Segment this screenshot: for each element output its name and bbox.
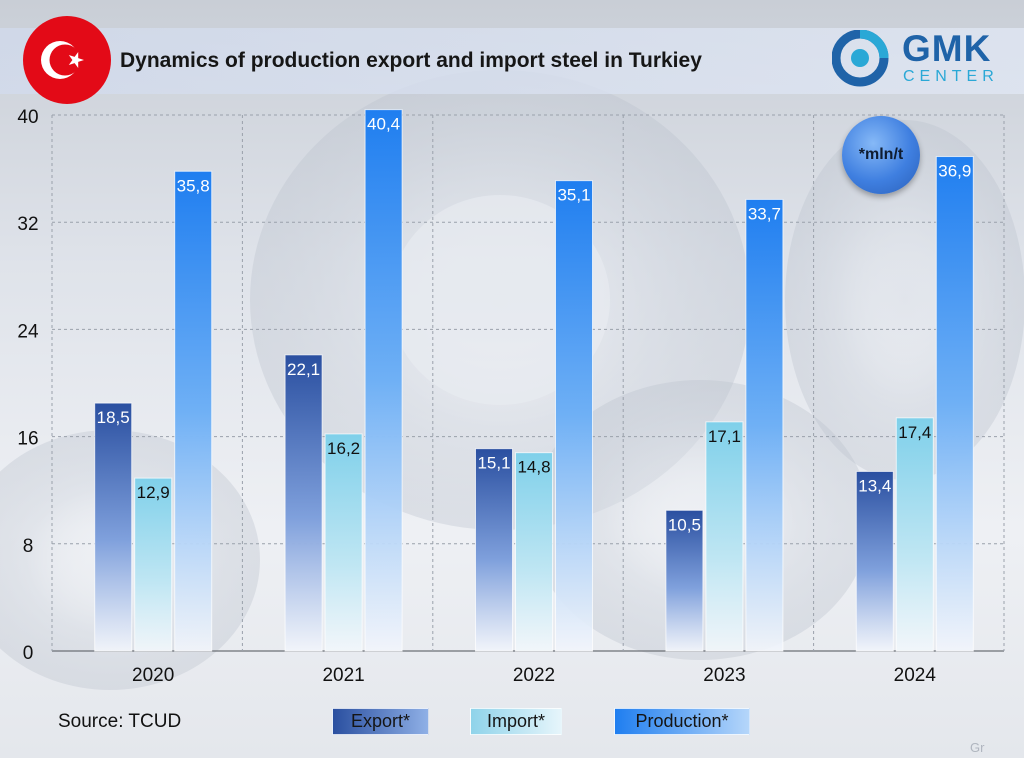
data-label-production-2021: 40,4 (367, 115, 400, 134)
data-label-import-2022: 14,8 (517, 458, 550, 477)
y-tick-label: 24 (17, 321, 39, 342)
bar-production-2021 (364, 109, 403, 652)
turkey-flag-icon (23, 16, 111, 104)
bar-import-2021 (324, 433, 363, 652)
data-label-import-2023: 17,1 (708, 427, 741, 446)
source-note: Source: TCUD (58, 711, 182, 732)
data-label-export-2021: 22,1 (287, 360, 320, 379)
x-axis: 2020 2021 2022 2023 2024 (132, 665, 936, 686)
data-label-import-2021: 16,2 (327, 439, 360, 458)
x-tick-label: 2023 (703, 665, 745, 686)
y-tick-label: 32 (17, 214, 38, 235)
y-tick-label: 40 (17, 107, 38, 128)
x-tick-label: 2024 (894, 665, 937, 686)
data-label-export-2023: 10,5 (668, 515, 701, 534)
y-axis: 0 8 16 24 32 40 (17, 107, 39, 664)
watermark-text: Gr (970, 740, 985, 755)
legend-item-production: Production* (614, 708, 750, 735)
brand-logo: GMK CENTER (832, 28, 1012, 88)
data-label-production-2022: 35,1 (557, 186, 590, 205)
bars: 18,5 12,9 35,8 22,1 16,2 40,4 15,1 14,8 35,1 10,5… (94, 109, 974, 652)
bar-export-2024 (855, 470, 894, 652)
bar-import-2024 (895, 417, 934, 652)
unit-badge: *mln/t (842, 116, 920, 194)
bar-production-2023 (745, 198, 784, 652)
bar-export-2021 (284, 354, 323, 652)
bar-export-2023 (665, 509, 704, 652)
brand-name: GMK (902, 28, 992, 69)
bar-production-2020 (174, 170, 213, 652)
bar-import-2022 (515, 452, 553, 652)
gmk-logo-icon (832, 30, 889, 87)
chart-title: Dynamics of production export and import… (120, 49, 702, 72)
data-label-export-2022: 15,1 (477, 454, 510, 473)
legend-item-import: Import* (470, 708, 562, 735)
brand-subtitle: CENTER (903, 68, 999, 85)
x-tick-label: 2021 (322, 665, 364, 686)
data-label-production-2024: 36,9 (938, 162, 971, 181)
legend-item-export: Export* (332, 708, 429, 735)
y-tick-label: 16 (17, 429, 38, 450)
bar-import-2023 (705, 421, 744, 652)
bar-export-2022 (475, 448, 513, 652)
bar-production-2024 (935, 156, 974, 652)
bar-import-2020 (134, 477, 173, 652)
data-label-import-2024: 17,4 (898, 423, 931, 442)
data-label-production-2020: 35,8 (177, 176, 210, 195)
data-label-export-2020: 18,5 (97, 408, 130, 427)
y-tick-label: 8 (23, 536, 34, 557)
x-tick-label: 2020 (132, 665, 174, 686)
x-tick-label: 2022 (513, 665, 555, 686)
bar-production-2022 (555, 180, 593, 652)
data-label-import-2020: 12,9 (137, 483, 170, 502)
data-label-export-2024: 13,4 (858, 476, 891, 495)
bar-export-2020 (94, 402, 133, 652)
y-tick-label: 0 (23, 643, 34, 664)
data-label-production-2023: 33,7 (748, 204, 781, 223)
